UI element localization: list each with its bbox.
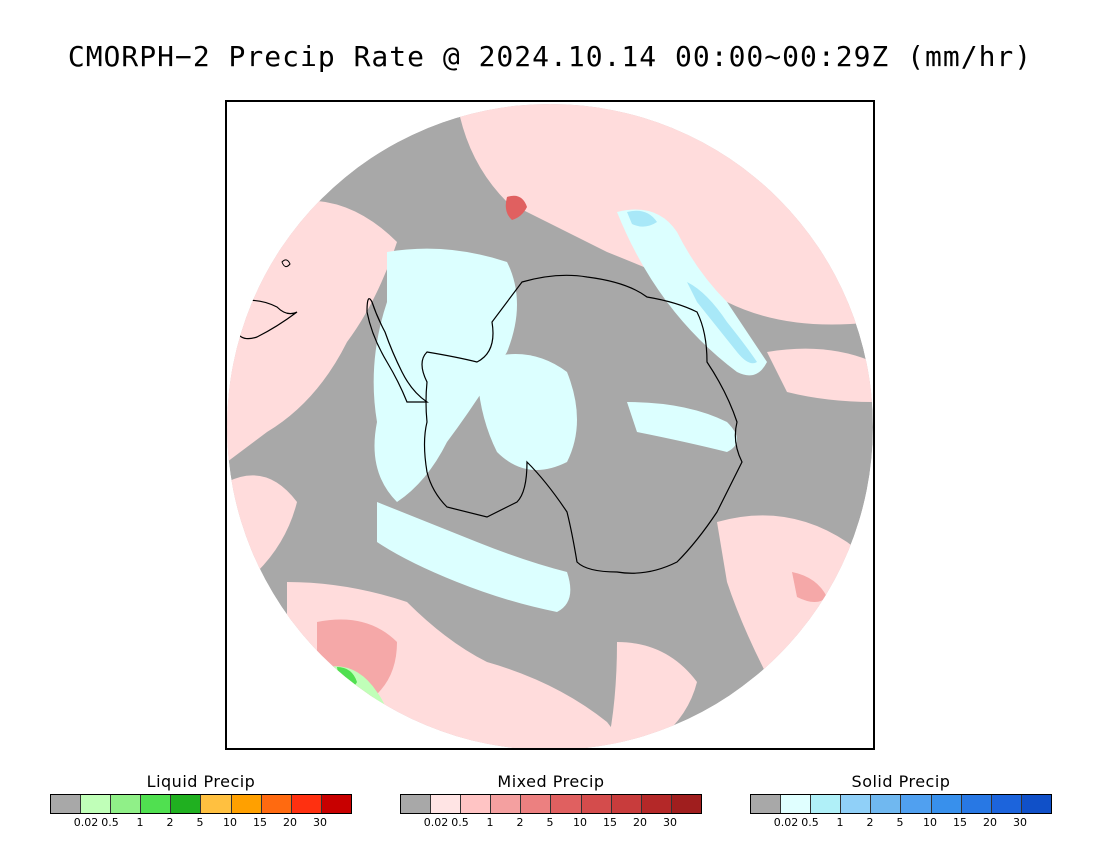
legend-swatch bbox=[841, 795, 872, 813]
legend-tick-label: 15 bbox=[603, 816, 617, 829]
legend-tick-label: 10 bbox=[923, 816, 937, 829]
legend-swatch bbox=[231, 795, 262, 813]
legend-tick-label: 1 bbox=[486, 816, 494, 829]
legend-swatch bbox=[581, 795, 612, 813]
legend-swatch bbox=[141, 795, 172, 813]
legend-tick-label: 5 bbox=[196, 816, 204, 829]
tick-labels: 0.02 0.5 1 2 5 10 15 20 30 bbox=[750, 814, 1052, 830]
legend-tick-label: 10 bbox=[223, 816, 237, 829]
legend-mixed: Mixed Precip 0.02 0.5 1 2 5 10 15 20 30 bbox=[400, 772, 702, 830]
legend-title: Liquid Precip bbox=[146, 772, 256, 791]
legend-swatch bbox=[811, 795, 842, 813]
legend-swatch bbox=[641, 795, 672, 813]
legend-swatch bbox=[611, 795, 642, 813]
solid-precip-spot-north bbox=[627, 210, 657, 227]
tick-labels: 0.02 0.5 1 2 5 10 15 20 30 bbox=[50, 814, 352, 830]
legend-swatch bbox=[51, 795, 82, 813]
legend-swatch bbox=[871, 795, 902, 813]
legend-tick-label: 20 bbox=[283, 816, 297, 829]
legend-title: Solid Precip bbox=[851, 772, 951, 791]
legend-tick-label: 30 bbox=[663, 816, 677, 829]
precip-field bbox=[227, 104, 873, 748]
legend-tick-label: 30 bbox=[1013, 816, 1027, 829]
legend-tick-label: 20 bbox=[983, 816, 997, 829]
mixed-precip-area-east bbox=[767, 348, 873, 402]
mixed-precip-streak-southeast bbox=[792, 572, 827, 602]
precip-map-svg bbox=[227, 102, 873, 748]
legend-tick-label: 0.02 bbox=[73, 816, 99, 829]
legend-tick-label: 0.5 bbox=[451, 816, 469, 829]
solid-precip-band-northeast bbox=[687, 282, 757, 364]
color-bar bbox=[750, 794, 1052, 814]
legend-swatch bbox=[551, 795, 582, 813]
legend-tick-label: 2 bbox=[166, 816, 174, 829]
legend-swatch bbox=[671, 795, 701, 813]
legend-swatch bbox=[291, 795, 322, 813]
color-bar bbox=[400, 794, 702, 814]
legend-swatch bbox=[931, 795, 962, 813]
legend-solid: Solid Precip 0.02 0.5 1 2 5 10 15 20 30 bbox=[750, 772, 1052, 830]
legend-swatch bbox=[751, 795, 782, 813]
mixed-precip-area-south2 bbox=[607, 642, 697, 748]
legend-tick-label: 5 bbox=[896, 816, 904, 829]
solid-precip-area-central bbox=[477, 354, 577, 470]
tick-labels: 0.02 0.5 1 2 5 10 15 20 30 bbox=[400, 814, 702, 830]
legend-swatch bbox=[491, 795, 522, 813]
legend-swatch bbox=[81, 795, 112, 813]
legend-tick-label: 5 bbox=[546, 816, 554, 829]
falkland-islands bbox=[281, 259, 291, 268]
legend-tick-label: 2 bbox=[516, 816, 524, 829]
legend-tick-label: 20 bbox=[633, 816, 647, 829]
legend-tick-label: 0.5 bbox=[801, 816, 819, 829]
legend-swatch bbox=[171, 795, 202, 813]
legend-swatch bbox=[781, 795, 812, 813]
legend-swatch bbox=[901, 795, 932, 813]
legend-swatch bbox=[111, 795, 142, 813]
south-america-coastline bbox=[236, 299, 298, 340]
color-bar bbox=[50, 794, 352, 814]
legend-swatch bbox=[201, 795, 232, 813]
antarctic-peninsula-coastline bbox=[366, 298, 429, 403]
legend-tick-label: 0.5 bbox=[101, 816, 119, 829]
polar-map bbox=[225, 100, 875, 750]
legend-tick-label: 0.02 bbox=[773, 816, 799, 829]
legend-swatch bbox=[521, 795, 552, 813]
legend-swatch bbox=[461, 795, 492, 813]
legend-title: Mixed Precip bbox=[497, 772, 605, 791]
legend-tick-label: 1 bbox=[836, 816, 844, 829]
legend-tick-label: 0.02 bbox=[423, 816, 449, 829]
legend-tick-label: 10 bbox=[573, 816, 587, 829]
legend-swatch bbox=[961, 795, 992, 813]
legend-tick-label: 1 bbox=[136, 816, 144, 829]
solid-precip-area-west bbox=[373, 248, 517, 502]
antarctica-coastline bbox=[421, 274, 743, 574]
legend-liquid: Liquid Precip 0.02 0.5 1 2 5 10 15 20 30 bbox=[50, 772, 352, 830]
legend-swatch bbox=[1021, 795, 1051, 813]
legend-swatch bbox=[991, 795, 1022, 813]
legend-tick-label: 15 bbox=[953, 816, 967, 829]
mixed-precip-streak-north bbox=[505, 195, 527, 220]
solid-precip-area-south bbox=[377, 502, 571, 612]
legend-swatch bbox=[401, 795, 432, 813]
legend-swatch bbox=[431, 795, 462, 813]
page-title: CMORPH−2 Precip Rate @ 2024.10.14 00:00~… bbox=[67, 40, 1033, 73]
legend-tick-label: 2 bbox=[866, 816, 874, 829]
legend-tick-label: 15 bbox=[253, 816, 267, 829]
solid-precip-area-east bbox=[627, 402, 737, 452]
legend-tick-label: 30 bbox=[313, 816, 327, 829]
legend-swatch bbox=[261, 795, 292, 813]
legend-swatch bbox=[321, 795, 351, 813]
